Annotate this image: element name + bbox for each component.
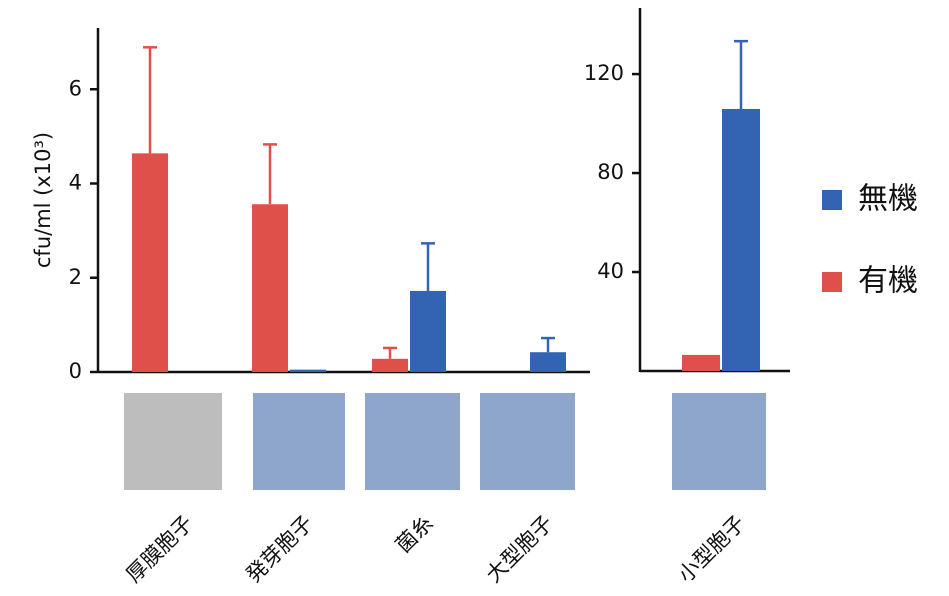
- bar: [530, 352, 566, 372]
- x-tick-label: 小型胞子: [673, 511, 749, 587]
- legend-swatch: [822, 190, 842, 210]
- bar: [722, 109, 760, 371]
- photo: [253, 393, 345, 490]
- x-tick-label: 菌糸: [391, 511, 438, 558]
- x-tick-label: 発芽胞子: [241, 511, 317, 587]
- bar: [372, 359, 408, 372]
- photo: [672, 393, 766, 490]
- bar: [410, 291, 446, 372]
- x-tick-label: 厚膜胞子: [121, 511, 197, 587]
- y-tick-label: 80: [597, 160, 624, 184]
- y-tick-label: 6: [69, 76, 82, 100]
- bar: [252, 204, 288, 372]
- page: {"chart_data": [ {"type": "bar", "y_labe…: [0, 0, 949, 596]
- legend-label: 有機: [858, 264, 918, 299]
- bar: [290, 370, 326, 372]
- y-tick-label: 0: [69, 359, 82, 383]
- legend-label: 無機: [858, 182, 918, 217]
- chart: cfu/ml (x10³) 0 2 4 6 厚膜胞子発芽胞子 菌糸大型胞子 40 80 120 小…: [0, 0, 949, 596]
- photo: [480, 393, 575, 490]
- photo: [365, 393, 460, 490]
- photo: [124, 393, 222, 490]
- bar: [682, 355, 720, 371]
- x-tick-label: 大型胞子: [481, 511, 557, 587]
- y-tick-label: 2: [69, 265, 82, 289]
- y-axis-label: cfu/ml (x10³): [31, 132, 55, 268]
- y-tick-label: 4: [69, 171, 82, 195]
- legend-swatch: [822, 272, 842, 292]
- y-tick-label: 40: [597, 259, 624, 283]
- bar: [132, 153, 168, 372]
- y-tick-label: 120: [584, 61, 624, 85]
